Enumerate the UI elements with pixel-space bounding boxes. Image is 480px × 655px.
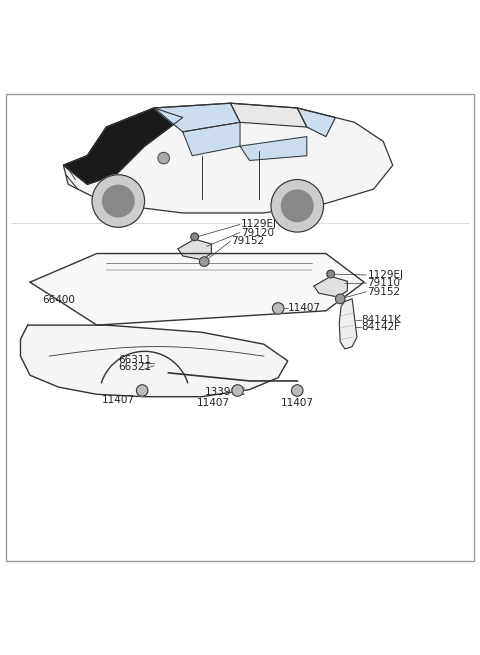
Text: 66321: 66321 [118,362,151,371]
Text: 1129EJ: 1129EJ [241,219,277,229]
Polygon shape [240,137,307,160]
Circle shape [281,190,313,221]
Polygon shape [21,325,288,397]
Polygon shape [183,122,240,156]
Polygon shape [154,103,240,132]
Circle shape [199,257,209,267]
Text: 11407: 11407 [102,395,135,405]
Polygon shape [63,103,393,213]
Circle shape [158,153,169,164]
Polygon shape [314,276,348,297]
Polygon shape [30,253,364,325]
Circle shape [232,384,243,396]
Text: 11407: 11407 [288,303,321,313]
Text: 1339CC: 1339CC [205,386,246,397]
Circle shape [273,303,284,314]
Circle shape [191,233,199,240]
Polygon shape [230,103,307,127]
Text: 11407: 11407 [281,398,314,408]
Circle shape [327,271,335,278]
Circle shape [103,185,134,217]
Circle shape [291,384,303,396]
Text: 66311: 66311 [118,355,151,365]
Text: 79152: 79152 [367,287,400,297]
Text: 66400: 66400 [42,295,75,305]
Text: 11407: 11407 [197,398,230,408]
Polygon shape [297,108,336,137]
Circle shape [271,179,324,232]
Text: 84141K: 84141K [362,315,402,325]
Text: 84142F: 84142F [362,322,401,331]
Circle shape [92,175,144,227]
Text: 79120: 79120 [241,227,274,238]
Text: 79110: 79110 [367,278,400,288]
Circle shape [136,384,148,396]
Circle shape [336,294,345,304]
Polygon shape [178,239,211,260]
Polygon shape [339,299,357,349]
Polygon shape [63,108,183,184]
Text: 1129EJ: 1129EJ [367,270,403,280]
Text: 79152: 79152 [231,236,264,246]
